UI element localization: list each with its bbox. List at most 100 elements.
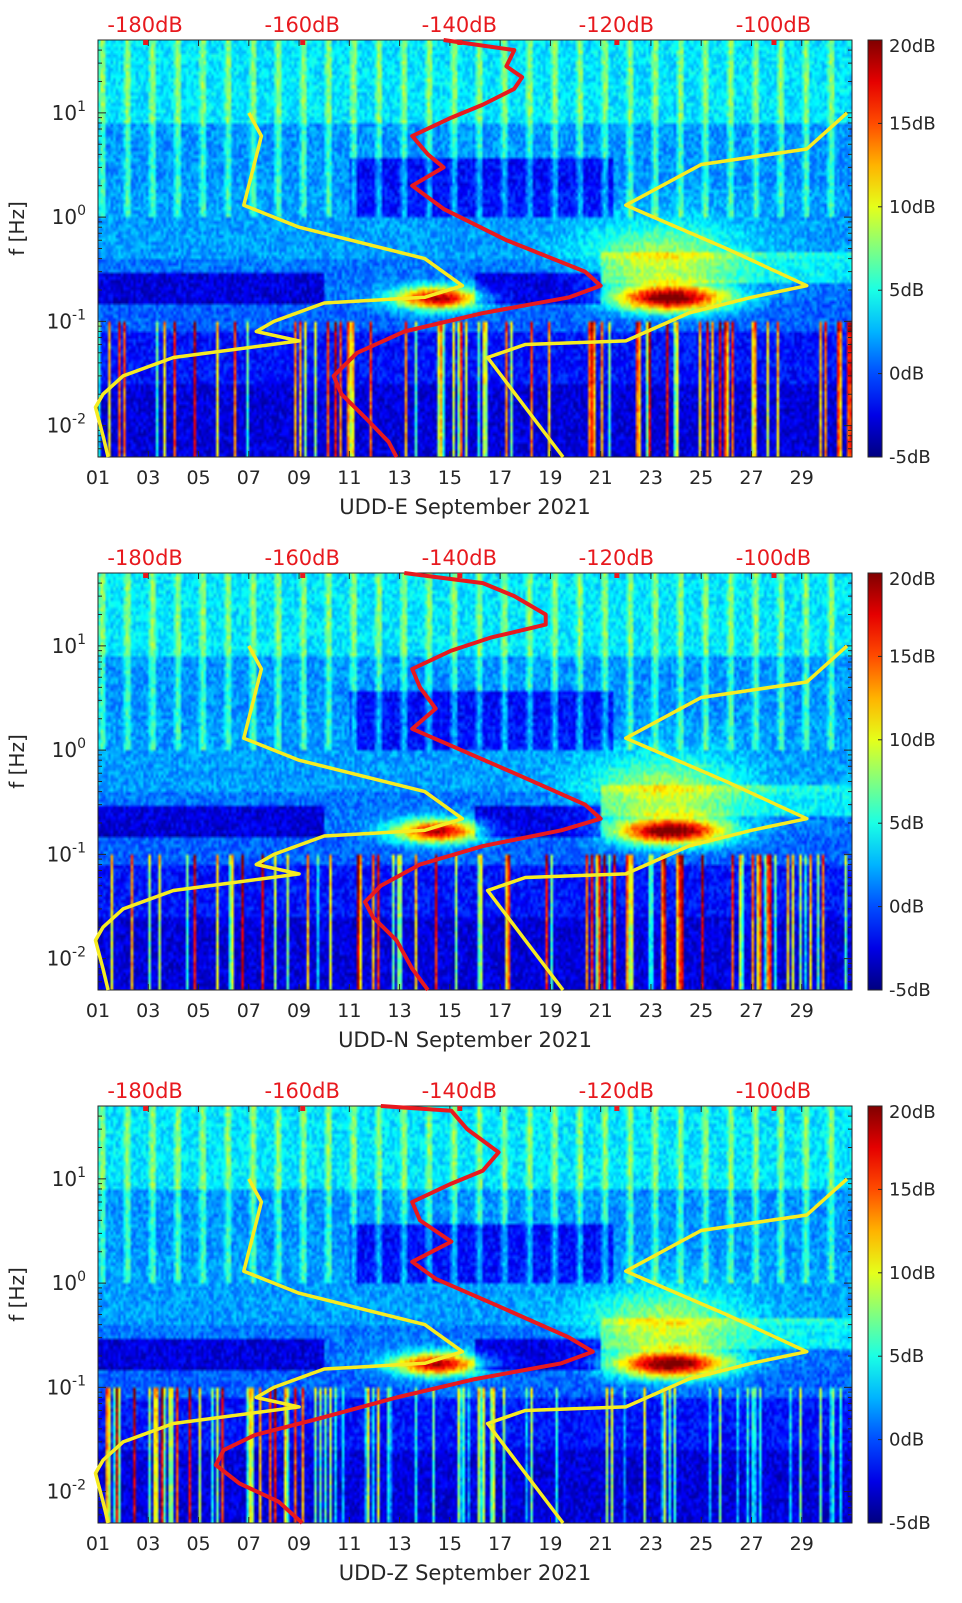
- y-tick-label: 10-1: [47, 840, 86, 866]
- x-tick-label: 27: [739, 467, 763, 489]
- y-tick-label: 100: [52, 203, 86, 229]
- top-axis-db-label: -100dB: [736, 546, 811, 570]
- top-axis-db-label: -120dB: [579, 546, 654, 570]
- colorbar: [867, 572, 883, 991]
- top-axis-db-label: -180dB: [107, 1079, 182, 1103]
- colorbar-tick-label: 20dB: [889, 36, 936, 57]
- top-axis-tick-mark: [457, 573, 463, 578]
- top-axis-tick-mark: [457, 1106, 463, 1111]
- y-tick-label: 10-2: [47, 412, 86, 438]
- psd-curve: [213, 1104, 595, 1525]
- x-tick-label: 25: [689, 1533, 713, 1555]
- top-axis-tick-mark: [143, 573, 149, 578]
- noise-model-curve: [485, 644, 849, 992]
- x-tick-label: 19: [538, 467, 562, 489]
- noise-model-curve: [485, 111, 849, 459]
- colorbar: [867, 1105, 883, 1524]
- x-tick-label: 11: [337, 467, 361, 489]
- top-axis-tick-mark: [771, 1106, 777, 1111]
- colorbar-tick-label: -5dB: [889, 980, 931, 1001]
- y-axis-label: f [Hz]: [5, 734, 29, 789]
- x-tick-label: 21: [589, 467, 613, 489]
- colorbar-tick-label: 10dB: [889, 1263, 936, 1284]
- y-tick-label: 10-1: [47, 1373, 86, 1399]
- x-tick-label: 09: [287, 1000, 311, 1022]
- top-axis-db-label: -180dB: [107, 546, 182, 570]
- top-axis-db-label: -140dB: [422, 1079, 497, 1103]
- colorbar-tick-label: 20dB: [889, 1102, 936, 1123]
- x-tick-label: 19: [538, 1533, 562, 1555]
- panel-udd-n: 01 03 05 07 09 11 13 15 17 19 21 23 25 27 29 UDD-N Sept…: [5, 546, 936, 1052]
- y-tick-label: 100: [52, 736, 86, 762]
- x-axis-label: UDD-Z September 2021: [339, 1561, 592, 1585]
- x-tick-label: 25: [689, 467, 713, 489]
- colorbar-tick-label: 5dB: [889, 280, 924, 301]
- x-tick-label: 27: [739, 1000, 763, 1022]
- x-tick-label: 29: [790, 467, 814, 489]
- x-tick-label: 19: [538, 1000, 562, 1022]
- colorbar-tick-label: 0dB: [889, 364, 924, 385]
- top-axis-tick-mark: [771, 40, 777, 45]
- top-axis-tick-mark: [614, 573, 620, 578]
- x-tick-label: 23: [639, 467, 663, 489]
- x-tick-label: 03: [136, 1000, 160, 1022]
- top-axis-tick-mark: [300, 573, 306, 578]
- top-axis-tick-mark: [614, 1106, 620, 1111]
- x-tick-label: 05: [186, 1533, 210, 1555]
- x-axis-label: UDD-E September 2021: [339, 495, 590, 519]
- colorbar-tick-label: 0dB: [889, 1430, 924, 1451]
- top-axis-db-label: -140dB: [422, 13, 497, 37]
- colorbar-tick-label: 15dB: [889, 1179, 936, 1200]
- x-tick-label: 03: [136, 467, 160, 489]
- colorbar-tick-label: 10dB: [889, 730, 936, 751]
- x-tick-label: 29: [790, 1533, 814, 1555]
- spectrogram-heatmap: [98, 1106, 852, 1523]
- x-tick-label: 27: [739, 1533, 763, 1555]
- x-tick-label: 09: [287, 1533, 311, 1555]
- x-tick-label: 13: [388, 467, 412, 489]
- x-tick-label: 05: [186, 1000, 210, 1022]
- x-tick-label: 15: [438, 1533, 462, 1555]
- top-axis-tick-mark: [300, 1106, 306, 1111]
- top-axis-tick-mark: [614, 40, 620, 45]
- colorbar-tick-label: 15dB: [889, 113, 936, 134]
- panel-udd-z: 01 03 05 07 09 11 13 15 17 19 21 23 25 27 29 UDD-Z Sept…: [5, 1079, 936, 1585]
- top-axis-tick-mark: [143, 1106, 149, 1111]
- x-tick-label: 07: [237, 1000, 261, 1022]
- x-tick-label: 13: [388, 1000, 412, 1022]
- top-axis-db-label: -100dB: [736, 1079, 811, 1103]
- top-axis-db-label: -160dB: [265, 546, 340, 570]
- y-tick-label: 10-2: [47, 1478, 86, 1504]
- x-tick-label: 11: [337, 1000, 361, 1022]
- x-tick-label: 23: [639, 1533, 663, 1555]
- colorbar-tick-label: 10dB: [889, 197, 936, 218]
- x-tick-label: 01: [86, 467, 110, 489]
- top-axis-db-label: -120dB: [579, 1079, 654, 1103]
- top-axis-tick-mark: [771, 573, 777, 578]
- x-tick-label: 25: [689, 1000, 713, 1022]
- top-axis-db-label: -160dB: [265, 13, 340, 37]
- x-tick-label: 29: [790, 1000, 814, 1022]
- noise-model-curve: [93, 112, 465, 458]
- noise-model-curve: [93, 645, 465, 991]
- x-tick-label: 23: [639, 1000, 663, 1022]
- colorbar-tick-label: 20dB: [889, 569, 936, 590]
- x-tick-label: 17: [488, 467, 512, 489]
- top-axis-db-label: -160dB: [265, 1079, 340, 1103]
- x-tick-label: 15: [438, 1000, 462, 1022]
- top-axis-db-label: -140dB: [422, 546, 497, 570]
- y-axis-label: f [Hz]: [5, 201, 29, 256]
- y-tick-label: 10-2: [47, 945, 86, 971]
- x-axis-label: UDD-N September 2021: [338, 1028, 592, 1052]
- x-tick-label: 21: [589, 1533, 613, 1555]
- colorbar-tick-label: 5dB: [889, 813, 924, 834]
- x-tick-label: 09: [287, 467, 311, 489]
- x-tick-label: 13: [388, 1533, 412, 1555]
- colorbar-tick-label: 15dB: [889, 646, 936, 667]
- y-axis-label: f [Hz]: [5, 1267, 29, 1322]
- x-tick-label: 17: [488, 1000, 512, 1022]
- top-axis-tick-mark: [300, 40, 306, 45]
- top-axis-db-label: -100dB: [736, 13, 811, 37]
- psd-curve: [331, 38, 603, 458]
- colorbar-tick-label: -5dB: [889, 1513, 931, 1534]
